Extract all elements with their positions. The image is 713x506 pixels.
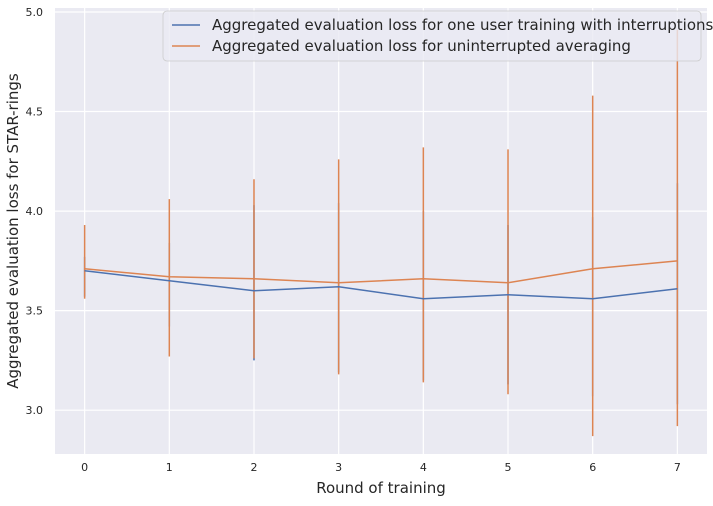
series-line-interruptions <box>84 270 678 300</box>
y-tick-label: 3.5 <box>26 305 44 318</box>
y-tick-label: 4.0 <box>26 205 44 218</box>
legend-box <box>162 10 702 62</box>
x-tick-labels: 0 1 2 3 4 5 6 7 <box>81 461 681 474</box>
legend: Aggregated evaluation loss for one user … <box>162 10 713 62</box>
y-tick-label: 3.0 <box>26 404 44 417</box>
y-tick-labels: 3.0 3.5 4.0 4.5 5.0 <box>26 6 44 417</box>
y-tick-label: 5.0 <box>26 6 44 19</box>
legend-label-uninterrupted: Aggregated evaluation loss for uninterru… <box>212 37 631 55</box>
x-tick-label: 5 <box>505 461 512 474</box>
y-axis-title: Aggregated evaluation loss for STAR-ring… <box>4 73 22 389</box>
error-bars <box>83 29 679 437</box>
y-tick-label: 4.5 <box>26 106 44 119</box>
x-tick-label: 6 <box>589 461 596 474</box>
x-tick-label: 4 <box>420 461 427 474</box>
x-tick-label: 1 <box>166 461 173 474</box>
series-line-uninterrupted <box>84 260 678 284</box>
series-lines <box>84 260 678 300</box>
x-axis-title: Round of training <box>316 479 446 497</box>
x-tick-label: 3 <box>335 461 342 474</box>
x-tick-label: 0 <box>81 461 88 474</box>
x-tick-label: 2 <box>250 461 257 474</box>
legend-label-interruptions: Aggregated evaluation loss for one user … <box>212 16 713 34</box>
x-tick-label: 7 <box>674 461 681 474</box>
plot-area <box>55 8 707 454</box>
